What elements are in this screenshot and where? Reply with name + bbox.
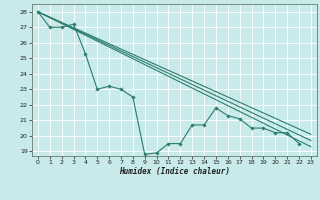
X-axis label: Humidex (Indice chaleur): Humidex (Indice chaleur) — [119, 167, 230, 176]
